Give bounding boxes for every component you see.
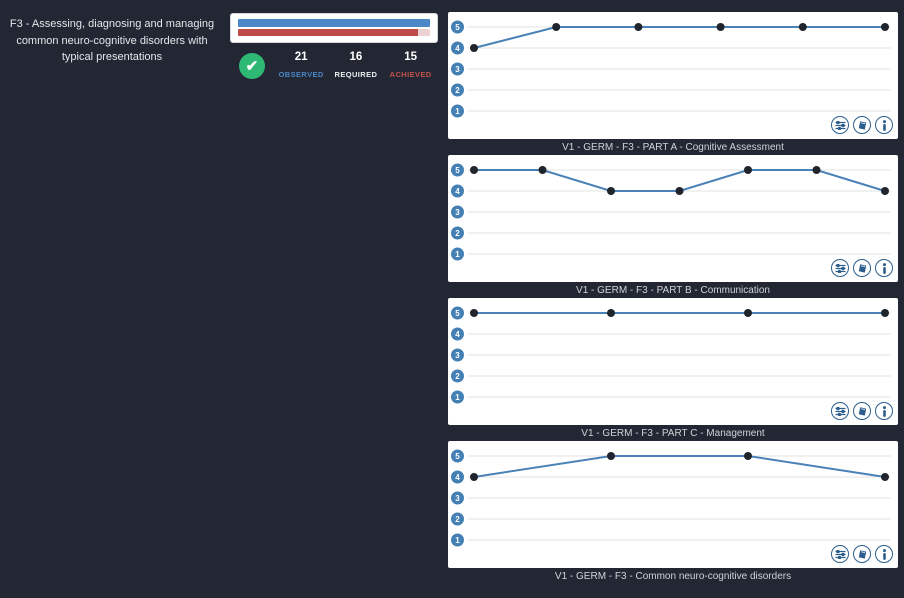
svg-text:5: 5 [455, 309, 460, 318]
chart-panel: 5 4 3 2 1 [448, 441, 898, 568]
svg-text:1: 1 [455, 536, 460, 545]
achieved-progress-track [238, 29, 430, 36]
line-chart: 5 4 3 2 1 [451, 449, 891, 547]
svg-text:1: 1 [455, 107, 460, 116]
chart-card-part-c: 5 4 3 2 1 V1 - GERM - F3 - PART C - Manageme… [448, 298, 898, 441]
observed-value: 21 [294, 51, 308, 63]
line-chart: 5 4 3 2 1 [451, 163, 891, 261]
achieved-label: ACHIEVED [389, 70, 432, 79]
svg-text:4: 4 [455, 44, 460, 53]
book-icon[interactable] [853, 259, 871, 277]
svg-text:2: 2 [455, 229, 460, 238]
svg-text:3: 3 [455, 65, 460, 74]
info-icon[interactable] [875, 116, 893, 134]
page-title: F3 - Assessing, diagnosing and managing … [9, 18, 215, 63]
required-value: 16 [349, 51, 363, 63]
sliders-icon[interactable] [831, 402, 849, 420]
chart-actions [831, 116, 893, 134]
chart-card-part-a: 5 4 3 2 1 V1 - GERM - F3 - PART A - Cognitiv… [448, 12, 898, 155]
chart-actions [831, 402, 893, 420]
competency-summary: ✔ 21 OBSERVED 16 REQUIRED 15 ACHIEVED [230, 13, 438, 79]
svg-text:4: 4 [455, 330, 460, 339]
sliders-icon[interactable] [831, 259, 849, 277]
chart-caption: V1 - GERM - F3 - PART B - Communication [576, 285, 770, 296]
achieved-progress-bar [238, 29, 418, 36]
chart-actions [831, 259, 893, 277]
summary-stats: ✔ 21 OBSERVED 16 REQUIRED 15 ACHIEVED [230, 51, 438, 79]
stat-achieved: 15 ACHIEVED [383, 51, 438, 79]
sliders-icon[interactable] [831, 545, 849, 563]
svg-text:2: 2 [455, 372, 460, 381]
svg-text:4: 4 [455, 473, 460, 482]
book-icon[interactable] [853, 402, 871, 420]
info-icon[interactable] [875, 259, 893, 277]
chart-actions [831, 545, 893, 563]
svg-text:3: 3 [455, 494, 460, 503]
observed-progress-bar [238, 19, 430, 27]
svg-text:2: 2 [455, 86, 460, 95]
charts-column: 5 4 3 2 1 V1 - GERM - F3 - PART A - Cognitiv… [448, 12, 898, 584]
info-icon[interactable] [875, 402, 893, 420]
sliders-icon[interactable] [831, 116, 849, 134]
book-icon[interactable] [853, 116, 871, 134]
chart-card-common: 5 4 3 2 1 V1 - GERM - F3 - Common neuro-cogn… [448, 441, 898, 584]
chart-panel: 5 4 3 2 1 [448, 298, 898, 425]
check-icon: ✔ [238, 53, 265, 79]
svg-text:2: 2 [455, 515, 460, 524]
svg-text:1: 1 [455, 250, 460, 259]
svg-text:5: 5 [455, 23, 460, 32]
required-label: REQUIRED [334, 70, 378, 79]
line-chart: 5 4 3 2 1 [451, 20, 891, 118]
chart-panel: 5 4 3 2 1 [448, 155, 898, 282]
info-icon[interactable] [875, 545, 893, 563]
svg-text:4: 4 [455, 187, 460, 196]
chart-card-part-b: 5 4 3 2 1 V1 - GERM - F3 - PART B - Communic… [448, 155, 898, 298]
stat-required: 16 REQUIRED [329, 51, 384, 79]
svg-text:3: 3 [455, 351, 460, 360]
chart-caption: V1 - GERM - F3 - PART A - Cognitive Asse… [562, 142, 784, 153]
svg-text:5: 5 [455, 166, 460, 175]
line-chart: 5 4 3 2 1 [451, 306, 891, 404]
svg-text:3: 3 [455, 208, 460, 217]
chart-panel: 5 4 3 2 1 [448, 12, 898, 139]
progress-bars [230, 13, 438, 43]
chart-caption: V1 - GERM - F3 - Common neuro-cognitive … [554, 571, 792, 582]
svg-text:1: 1 [455, 393, 460, 402]
stat-observed: 21 OBSERVED [274, 51, 329, 79]
book-icon[interactable] [853, 545, 871, 563]
achieved-value: 15 [404, 51, 418, 63]
observed-label: OBSERVED [278, 70, 324, 79]
chart-caption: V1 - GERM - F3 - PART C - Management [581, 428, 765, 439]
svg-text:5: 5 [455, 452, 460, 461]
